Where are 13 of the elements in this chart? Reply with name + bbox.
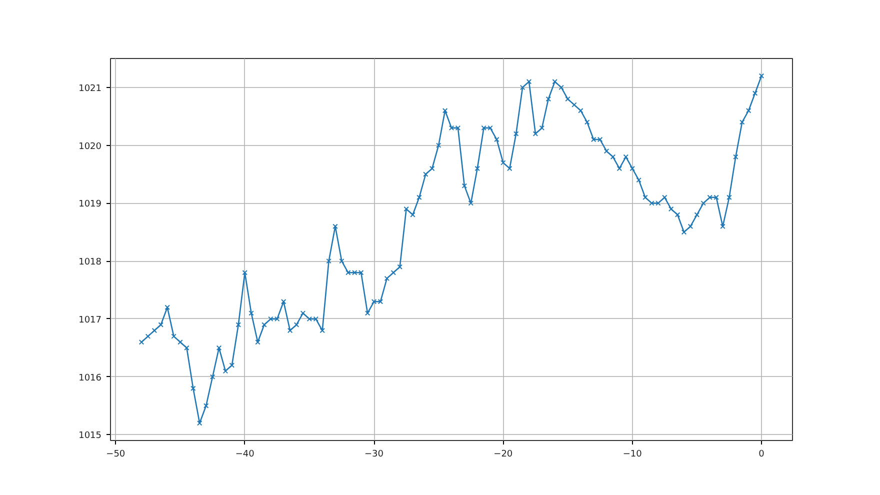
y-tick-label: 1021 [78,84,102,94]
y-tick-label: 1019 [78,200,102,210]
x-tick-label: −40 [235,450,255,460]
x-tick-label: 0 [758,450,765,460]
y-tick-label: 1017 [78,315,102,326]
x-tick-label: −30 [364,450,384,460]
x-tick-label: −50 [106,450,126,460]
x-tick-label: −20 [494,450,513,460]
y-tick-label: 1016 [78,373,102,384]
y-tick-label: 1015 [78,431,102,442]
y-tick-label: 1020 [78,142,102,152]
x-tick-label: −10 [622,450,642,460]
y-tick-label: 1018 [78,258,102,268]
